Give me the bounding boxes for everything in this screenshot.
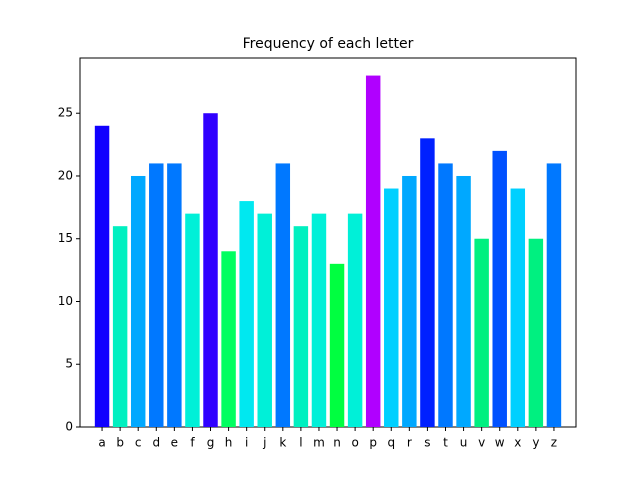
x-tick-label: e: [171, 436, 178, 450]
bar: [329, 263, 345, 427]
x-tick-label: g: [207, 436, 215, 450]
bar: [203, 113, 218, 427]
bar: [384, 188, 399, 427]
y-tick-label: 20: [58, 168, 73, 182]
x-tick-label: f: [190, 436, 195, 450]
x-tick-label: i: [245, 436, 248, 450]
x-tick-label: o: [351, 436, 358, 450]
bar: [456, 175, 471, 427]
x-tick-label: s: [424, 436, 430, 450]
x-tick-label: h: [225, 436, 233, 450]
x-tick-label: p: [369, 436, 377, 450]
x-tick-label: c: [135, 436, 142, 450]
x-tick-label: q: [387, 436, 395, 450]
x-tick-label: x: [514, 436, 521, 450]
x-tick-label: l: [299, 436, 302, 450]
bar: [402, 175, 417, 427]
x-tick-label: k: [279, 436, 286, 450]
bar: [94, 125, 110, 427]
x-tick-label: j: [262, 436, 266, 450]
bar: [293, 226, 309, 427]
x-tick-label: b: [116, 436, 124, 450]
bar: [546, 163, 562, 427]
chart-title: Frequency of each letter: [243, 36, 414, 52]
y-tick-label: 0: [65, 420, 73, 434]
x-tick-label: y: [532, 436, 539, 450]
bar: [185, 213, 200, 427]
bar: [311, 213, 327, 427]
x-tick-label: r: [407, 436, 412, 450]
y-tick-label: 10: [58, 294, 73, 308]
bar: [149, 163, 164, 427]
bar: [112, 226, 128, 427]
bar: [420, 138, 435, 427]
bar: [167, 163, 182, 427]
x-tick-label: m: [313, 436, 325, 450]
bar: [528, 238, 544, 427]
bar: [221, 251, 236, 427]
x-tick-label: w: [495, 436, 505, 450]
x-tick-label: u: [460, 436, 468, 450]
y-tick-label: 25: [58, 106, 73, 120]
bar: [492, 150, 507, 427]
x-tick-label: v: [478, 436, 485, 450]
y-tick-label: 15: [58, 231, 73, 245]
y-tick-label: 5: [65, 357, 73, 371]
bar: [474, 238, 489, 427]
x-tick-label: a: [98, 436, 105, 450]
x-tick-label: t: [443, 436, 448, 450]
plot-frame: [79, 57, 577, 428]
bar: [347, 213, 363, 427]
bar: [510, 188, 526, 427]
bar: [438, 163, 453, 427]
bar: [365, 75, 381, 428]
x-tick-label: n: [333, 436, 341, 450]
x-tick-label: z: [551, 436, 557, 450]
x-tick-label: d: [152, 436, 160, 450]
bar: [275, 163, 291, 427]
bar: [239, 201, 254, 427]
bar: [130, 175, 146, 427]
bar: [257, 213, 272, 427]
